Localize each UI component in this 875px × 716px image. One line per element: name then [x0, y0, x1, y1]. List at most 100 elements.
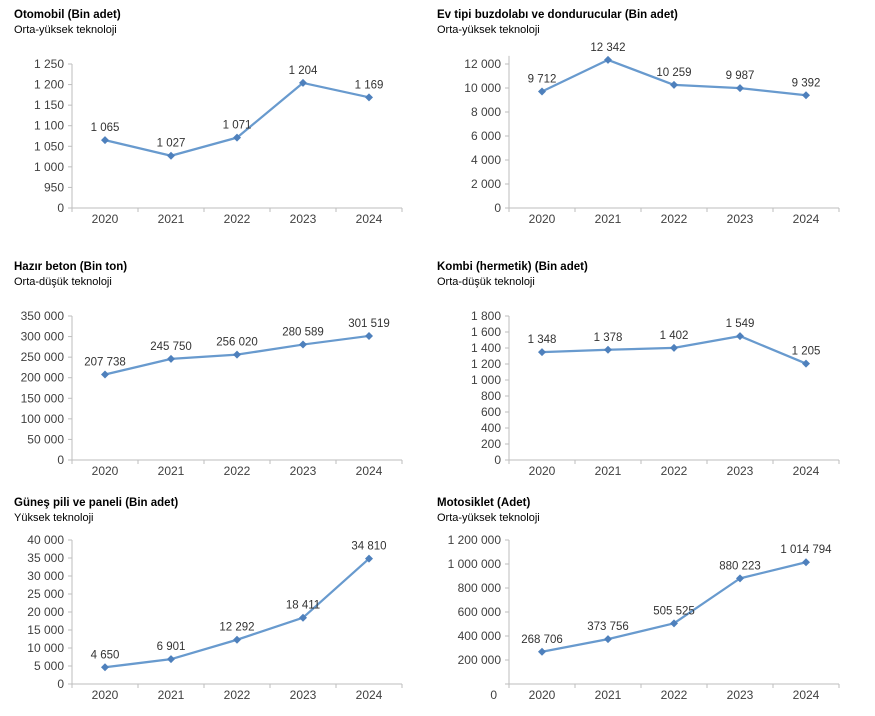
data-point-marker: [167, 354, 175, 363]
y-tick-label-zero: 0: [490, 688, 497, 702]
data-point-label: 280 589: [282, 327, 324, 339]
data-point-marker: [736, 84, 744, 93]
x-tick-label: 2020: [529, 212, 556, 226]
data-point-marker: [670, 80, 678, 89]
x-tick-label: 2020: [529, 464, 556, 478]
data-point-label: 505 525: [653, 605, 695, 617]
data-point-marker: [167, 655, 175, 664]
y-tick-label: 800 000: [458, 581, 502, 595]
chart-header: Güneş pili ve paneli (Bin adet) Yüksek t…: [0, 478, 437, 526]
x-tick-label: 2022: [224, 464, 251, 478]
data-point-label: 1 169: [355, 79, 384, 91]
x-tick-label: 2020: [92, 464, 119, 478]
y-tick-label: 50 000: [27, 432, 64, 446]
x-tick-label: 2023: [290, 212, 317, 226]
y-tick-label: 4 000: [471, 153, 501, 167]
y-tick-label: 200 000: [458, 653, 502, 667]
data-point-marker: [101, 370, 109, 379]
data-point-marker: [604, 55, 612, 64]
data-point-label: 1 204: [289, 65, 318, 77]
data-point-label: 10 259: [656, 67, 691, 79]
x-tick-label: 2020: [529, 688, 556, 702]
x-tick-label: 2023: [290, 688, 317, 702]
y-tick-label: 600 000: [458, 605, 502, 619]
chart-subtitle: Orta-yüksek teknoloji: [14, 24, 117, 36]
data-point-label: 1 014 794: [780, 544, 832, 556]
data-point-label: 4 650: [91, 649, 120, 661]
data-point-marker: [538, 87, 546, 96]
data-point-marker: [233, 133, 241, 142]
y-tick-label: 12 000: [464, 57, 501, 71]
x-tick-label: 2024: [793, 212, 820, 226]
chart-panel-gunes-pili: Güneş pili ve paneli (Bin adet) Yüksek t…: [0, 478, 437, 716]
x-tick-label: 2022: [661, 212, 688, 226]
y-tick-label: 25 000: [27, 587, 64, 601]
x-tick-label: 2023: [290, 464, 317, 478]
y-tick-label: 35 000: [27, 551, 64, 565]
chart-title: Ev tipi buzdolabı ve dondurucular (Bin a…: [437, 9, 678, 21]
data-point-label: 9 987: [726, 70, 755, 82]
y-tick-label: 800: [481, 389, 501, 403]
chart-header: Hazır beton (Bin ton) Orta-düşük teknolo…: [0, 240, 437, 290]
data-point-marker: [670, 343, 678, 352]
y-tick-label: 0: [494, 453, 501, 467]
y-tick-label: 200: [481, 437, 501, 451]
x-tick-label: 2022: [224, 212, 251, 226]
chart-panel-otomobil: Otomobil (Bin adet) Orta-yüksek teknoloj…: [0, 0, 437, 240]
data-point-marker: [299, 78, 307, 87]
y-tick-label: 1 000: [471, 373, 501, 387]
chart-header: Kombi (hermetik) (Bin adet) Orta-düşük t…: [437, 240, 875, 290]
data-point-marker: [299, 613, 307, 622]
y-tick-label: 1 250: [34, 57, 64, 71]
data-point-marker: [604, 635, 612, 644]
data-point-label: 34 810: [351, 541, 386, 553]
y-tick-label: 1 000: [34, 160, 64, 174]
data-point-label: 268 706: [521, 634, 563, 646]
y-tick-label: 200 000: [21, 371, 65, 385]
x-tick-label: 2021: [158, 212, 185, 226]
y-tick-label: 6 000: [471, 129, 501, 143]
y-tick-label: 10 000: [464, 81, 501, 95]
data-point-label: 1 549: [726, 318, 755, 330]
chart-panel-hazir-beton: Hazır beton (Bin ton) Orta-düşük teknolo…: [0, 240, 437, 478]
data-point-label: 1 348: [528, 334, 557, 346]
line-series: [103, 557, 371, 669]
chart-title: Hazır beton (Bin ton): [14, 261, 128, 273]
data-point-marker: [365, 554, 373, 563]
y-tick-label: 400 000: [458, 629, 502, 643]
y-tick-label: 1 100: [34, 119, 64, 133]
x-tick-label: 2021: [595, 688, 622, 702]
data-point-label: 245 750: [150, 341, 192, 353]
data-point-marker: [101, 663, 109, 672]
chart-header: Ev tipi buzdolabı ve dondurucular (Bin a…: [437, 0, 875, 38]
data-point-label: 256 020: [216, 337, 258, 349]
data-point-marker: [802, 359, 810, 368]
x-tick-label: 2023: [727, 464, 754, 478]
chart-title: Otomobil (Bin adet): [14, 9, 121, 21]
x-tick-label: 2024: [793, 464, 820, 478]
line-chart: 0 2 000 4 000 6 000 8 000 10 000 12 000 2020 202…: [464, 42, 840, 226]
x-tick-label: 2023: [727, 212, 754, 226]
data-point-label: 301 519: [348, 318, 390, 330]
data-point-label: 207 738: [84, 357, 126, 369]
y-tick-label: 1 200 000: [448, 533, 502, 547]
data-point-label: 6 901: [157, 641, 186, 653]
chart-panel-buzdolabi: Ev tipi buzdolabı ve dondurucular (Bin a…: [437, 0, 875, 240]
y-tick-label: 250 000: [21, 350, 65, 364]
x-tick-label: 2021: [158, 464, 185, 478]
line-chart: 0 5 000 10 000 15 000 20 000 25 000 30 000 35 0…: [27, 533, 403, 702]
data-point-marker: [365, 93, 373, 102]
data-point-marker: [802, 91, 810, 100]
y-tick-label: 5 000: [34, 659, 64, 673]
data-point-marker: [365, 331, 373, 340]
y-tick-label: 150 000: [21, 391, 65, 405]
x-tick-label: 2021: [158, 688, 185, 702]
data-point-label: 12 342: [590, 42, 625, 54]
chart-header: Motosiklet (Adet) Orta-yüksek teknoloji: [437, 478, 875, 526]
x-tick-label: 2022: [661, 464, 688, 478]
data-point-label: 1 065: [91, 122, 120, 134]
y-tick-label: 40 000: [27, 533, 64, 547]
chart-subtitle: Yüksek teknoloji: [14, 512, 94, 524]
line-chart: 0 950 1 000 1 050 1 100 1 150 1 200 1 250 2020 20…: [34, 57, 403, 226]
